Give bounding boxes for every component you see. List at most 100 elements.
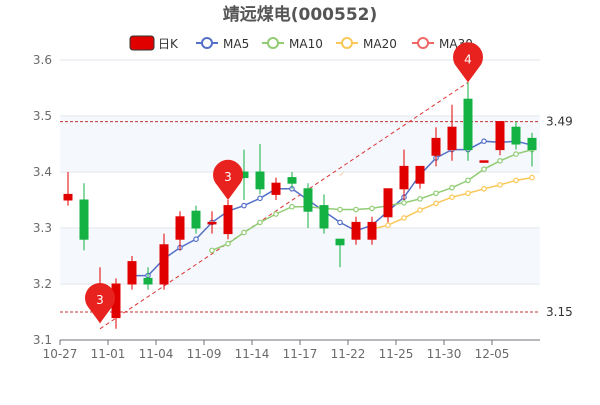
y-tick-label: 3.1 <box>33 333 52 347</box>
legend-label: MA5 <box>223 37 249 51</box>
candle <box>511 121 521 150</box>
candle <box>271 177 281 200</box>
x-tick-label: 10-27 <box>43 347 78 361</box>
ma20-point <box>417 207 423 213</box>
x-tick-label: 11-22 <box>331 347 366 361</box>
pin-marker: 4 <box>453 42 483 83</box>
y-tick-label: 3.5 <box>33 109 52 123</box>
pin-marker: 3 <box>85 283 115 324</box>
candle <box>303 183 313 228</box>
candle <box>431 127 441 167</box>
candle <box>527 132 537 167</box>
x-tick-label: 11-14 <box>235 347 270 361</box>
pin-shape <box>453 42 483 83</box>
pin-shape <box>213 159 244 200</box>
candle-body <box>127 261 137 285</box>
candle <box>399 149 409 200</box>
ma5-point <box>337 219 343 226</box>
candle-body <box>351 221 361 240</box>
x-tick-label: 12-05 <box>475 347 510 361</box>
ma5-point <box>257 195 263 202</box>
candle-body <box>191 210 201 229</box>
reference-label: 3.49 <box>546 115 573 129</box>
x-tick-label: 11-30 <box>427 347 462 361</box>
grid-band <box>60 116 540 172</box>
ma10-point <box>273 211 279 217</box>
grid-band <box>60 228 540 284</box>
chart-title: 靖远煤电(000552) <box>223 4 378 25</box>
candle-body <box>447 126 457 151</box>
reference-lines: 3.49 3.15 <box>60 115 573 319</box>
ma5-point <box>241 202 247 209</box>
candle <box>207 211 217 234</box>
ma10-point <box>449 184 455 191</box>
candle <box>191 205 201 234</box>
candle-body <box>399 165 409 190</box>
candle <box>255 144 265 195</box>
candle <box>335 238 345 268</box>
candle-body <box>367 221 377 240</box>
candle-body <box>223 205 233 235</box>
ma10-point <box>513 151 519 157</box>
candle <box>127 256 137 290</box>
candle-body <box>319 205 329 229</box>
chart-axes: 3.1 3.2 3.3 3.4 3.5 3.6 10-27 11-01 11-04 11-09 11… <box>33 53 540 361</box>
ma10-point <box>401 200 407 206</box>
x-tick-label: 11-09 <box>187 347 222 361</box>
candle <box>351 216 361 245</box>
ma10-point <box>497 158 503 164</box>
ma10-point <box>209 247 215 254</box>
y-tick-label: 3.2 <box>33 277 52 291</box>
ma20-point <box>513 177 519 184</box>
candle-body <box>303 188 313 212</box>
chart-grid <box>60 59 540 341</box>
candle <box>175 211 185 251</box>
candle <box>223 200 233 240</box>
ma20-point <box>465 190 471 197</box>
candle-body <box>415 165 425 184</box>
ma20-point <box>529 174 535 181</box>
ma10-point <box>225 240 231 247</box>
candle <box>367 216 377 245</box>
candle-body <box>255 171 265 190</box>
candle-body <box>79 199 89 240</box>
ma10-point <box>465 177 471 184</box>
pin-shape <box>85 283 115 324</box>
candle-body <box>335 238 345 246</box>
ma10-point <box>481 166 487 173</box>
x-tick-label: 11-17 <box>283 347 318 361</box>
ma20-point <box>497 182 503 188</box>
x-tick-label: 11-25 <box>379 347 414 361</box>
ma10-point <box>257 219 263 226</box>
legend-label: MA10 <box>289 37 323 51</box>
candle <box>63 172 73 206</box>
pin-label: 3 <box>96 293 104 307</box>
ma5-point <box>481 138 487 145</box>
pins: 3 3 4 <box>85 42 483 324</box>
legend-marker-MA5 <box>201 37 213 49</box>
reference-label: 3.15 <box>546 305 573 319</box>
ma10-point <box>433 190 439 197</box>
y-tick-label: 3.6 <box>33 53 52 67</box>
candle <box>415 165 425 189</box>
ma10-point <box>417 196 423 202</box>
candle-body <box>527 137 537 151</box>
ma5-point <box>193 236 199 243</box>
candle-body <box>383 188 393 218</box>
candle <box>447 104 457 161</box>
candle <box>287 172 297 189</box>
ma10-point <box>289 203 295 210</box>
candles <box>63 82 537 329</box>
candle <box>143 267 153 290</box>
candle-body <box>287 177 297 184</box>
ma20-point <box>481 186 487 192</box>
legend-label: MA20 <box>363 37 397 51</box>
candle-body <box>495 121 505 151</box>
pin-label: 4 <box>464 52 472 66</box>
ma20-point <box>449 194 455 201</box>
candle-body <box>143 277 153 285</box>
ma10-point <box>241 229 247 236</box>
ma20-point <box>385 222 391 229</box>
